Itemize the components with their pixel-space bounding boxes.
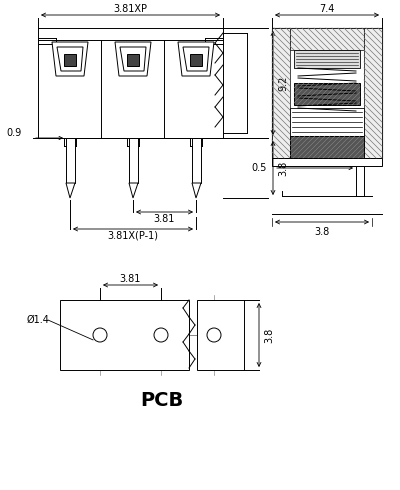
Text: 3.8: 3.8 <box>314 227 330 237</box>
Bar <box>192 138 201 183</box>
Bar <box>127 54 139 66</box>
Text: PCB: PCB <box>140 391 184 410</box>
Text: 0.5: 0.5 <box>252 163 267 173</box>
Bar <box>129 138 138 183</box>
Polygon shape <box>66 183 75 198</box>
Circle shape <box>207 328 221 342</box>
Bar <box>197 300 244 370</box>
Text: 7.4: 7.4 <box>319 4 335 14</box>
Polygon shape <box>115 42 151 76</box>
Bar <box>364 28 382 158</box>
Text: 3.81XP: 3.81XP <box>114 4 148 14</box>
Bar <box>190 54 202 66</box>
Text: 3.8: 3.8 <box>264 327 274 343</box>
Text: 9.2: 9.2 <box>278 75 288 91</box>
Text: 0.9: 0.9 <box>7 128 22 138</box>
Bar <box>60 300 189 370</box>
Polygon shape <box>120 47 146 71</box>
Bar <box>272 28 382 158</box>
Bar <box>356 166 364 196</box>
Polygon shape <box>57 47 83 71</box>
Bar <box>272 28 290 158</box>
Text: 3.81X(P-1): 3.81X(P-1) <box>108 231 158 241</box>
Text: Ø1.4: Ø1.4 <box>26 315 50 325</box>
Bar <box>294 50 360 68</box>
Bar <box>272 158 382 166</box>
Bar <box>64 54 76 66</box>
Circle shape <box>93 328 107 342</box>
Polygon shape <box>52 42 88 76</box>
Circle shape <box>154 328 168 342</box>
Polygon shape <box>178 42 214 76</box>
Bar <box>290 108 364 136</box>
Text: 3.8: 3.8 <box>278 160 288 175</box>
Polygon shape <box>183 47 209 71</box>
Bar <box>290 136 364 158</box>
Bar <box>66 138 75 183</box>
Bar <box>290 28 364 50</box>
Bar <box>294 83 360 105</box>
Polygon shape <box>129 183 138 198</box>
Text: 3.81: 3.81 <box>154 214 175 224</box>
Text: 3.81: 3.81 <box>120 274 141 284</box>
Polygon shape <box>192 183 201 198</box>
